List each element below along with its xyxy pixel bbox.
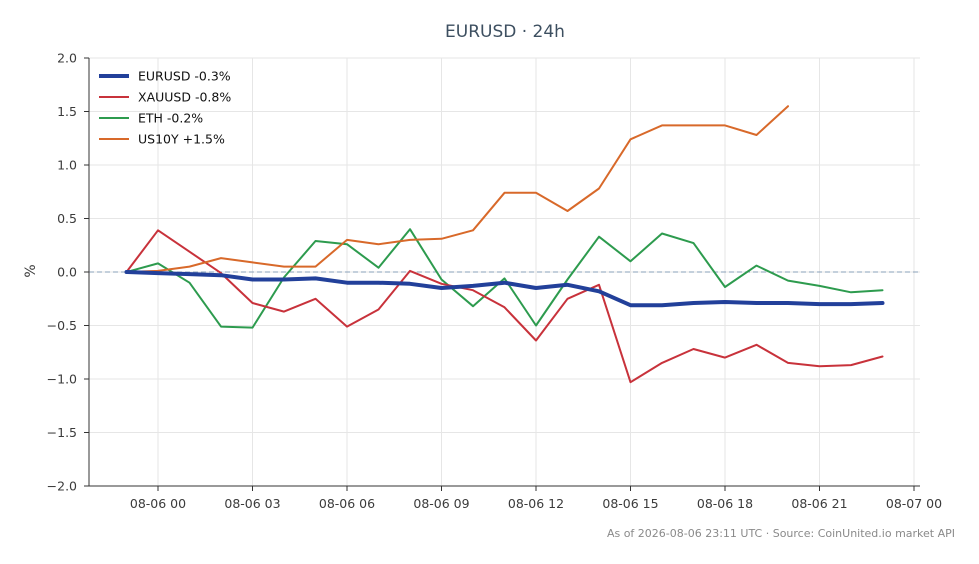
y-tick-label: 2.0 — [57, 51, 77, 66]
chart-title: EURUSD · 24h — [445, 22, 565, 42]
x-tick-label: 08-06 21 — [791, 496, 847, 511]
x-tick-label: 08-06 06 — [319, 496, 375, 511]
y-axis-label: % — [23, 264, 39, 277]
y-tick-label: 0.0 — [57, 265, 77, 280]
x-tick-label: 08-06 03 — [224, 496, 280, 511]
y-ticks: −2.0 −1.5 −1.0 −0.5 0.0 0.5 1.0 1.5 2.0 — [47, 51, 89, 494]
legend-label-2: ETH -0.2% — [138, 111, 203, 126]
y-tick-label: −2.0 — [47, 479, 77, 494]
x-tick-label: 08-06 00 — [130, 496, 186, 511]
legend-label-0: EURUSD -0.3% — [138, 69, 231, 84]
y-tick-label: −1.0 — [47, 372, 77, 387]
y-tick-label: 1.5 — [57, 104, 77, 119]
series-lines — [124, 105, 885, 384]
footer-source: As of 2026-08-06 23:11 UTC · Source: Coi… — [607, 527, 955, 540]
x-ticks: 08-06 00 08-06 03 08-06 06 08-06 09 08-06 12… — [130, 486, 942, 511]
y-tick-label: 1.0 — [57, 158, 77, 173]
x-tick-label: 08-06 18 — [697, 496, 753, 511]
x-tick-label: 08-06 15 — [602, 496, 658, 511]
series-line-3 — [125, 105, 789, 273]
y-tick-label: −0.5 — [47, 318, 77, 333]
y-tick-label: −1.5 — [47, 425, 77, 440]
legend: EURUSD -0.3% XAUUSD -0.8% ETH -0.2% US10Y +… — [99, 69, 231, 147]
legend-label-3: US10Y +1.5% — [138, 132, 225, 147]
y-tick-label: 0.5 — [57, 211, 77, 226]
x-tick-label: 08-06 09 — [413, 496, 469, 511]
series-line-2 — [125, 228, 884, 329]
x-tick-label: 08-06 12 — [508, 496, 564, 511]
series-line-0 — [124, 270, 885, 308]
legend-label-1: XAUUSD -0.8% — [138, 90, 231, 105]
x-tick-label: 08-07 00 — [886, 496, 942, 511]
series-line-1 — [125, 229, 884, 384]
